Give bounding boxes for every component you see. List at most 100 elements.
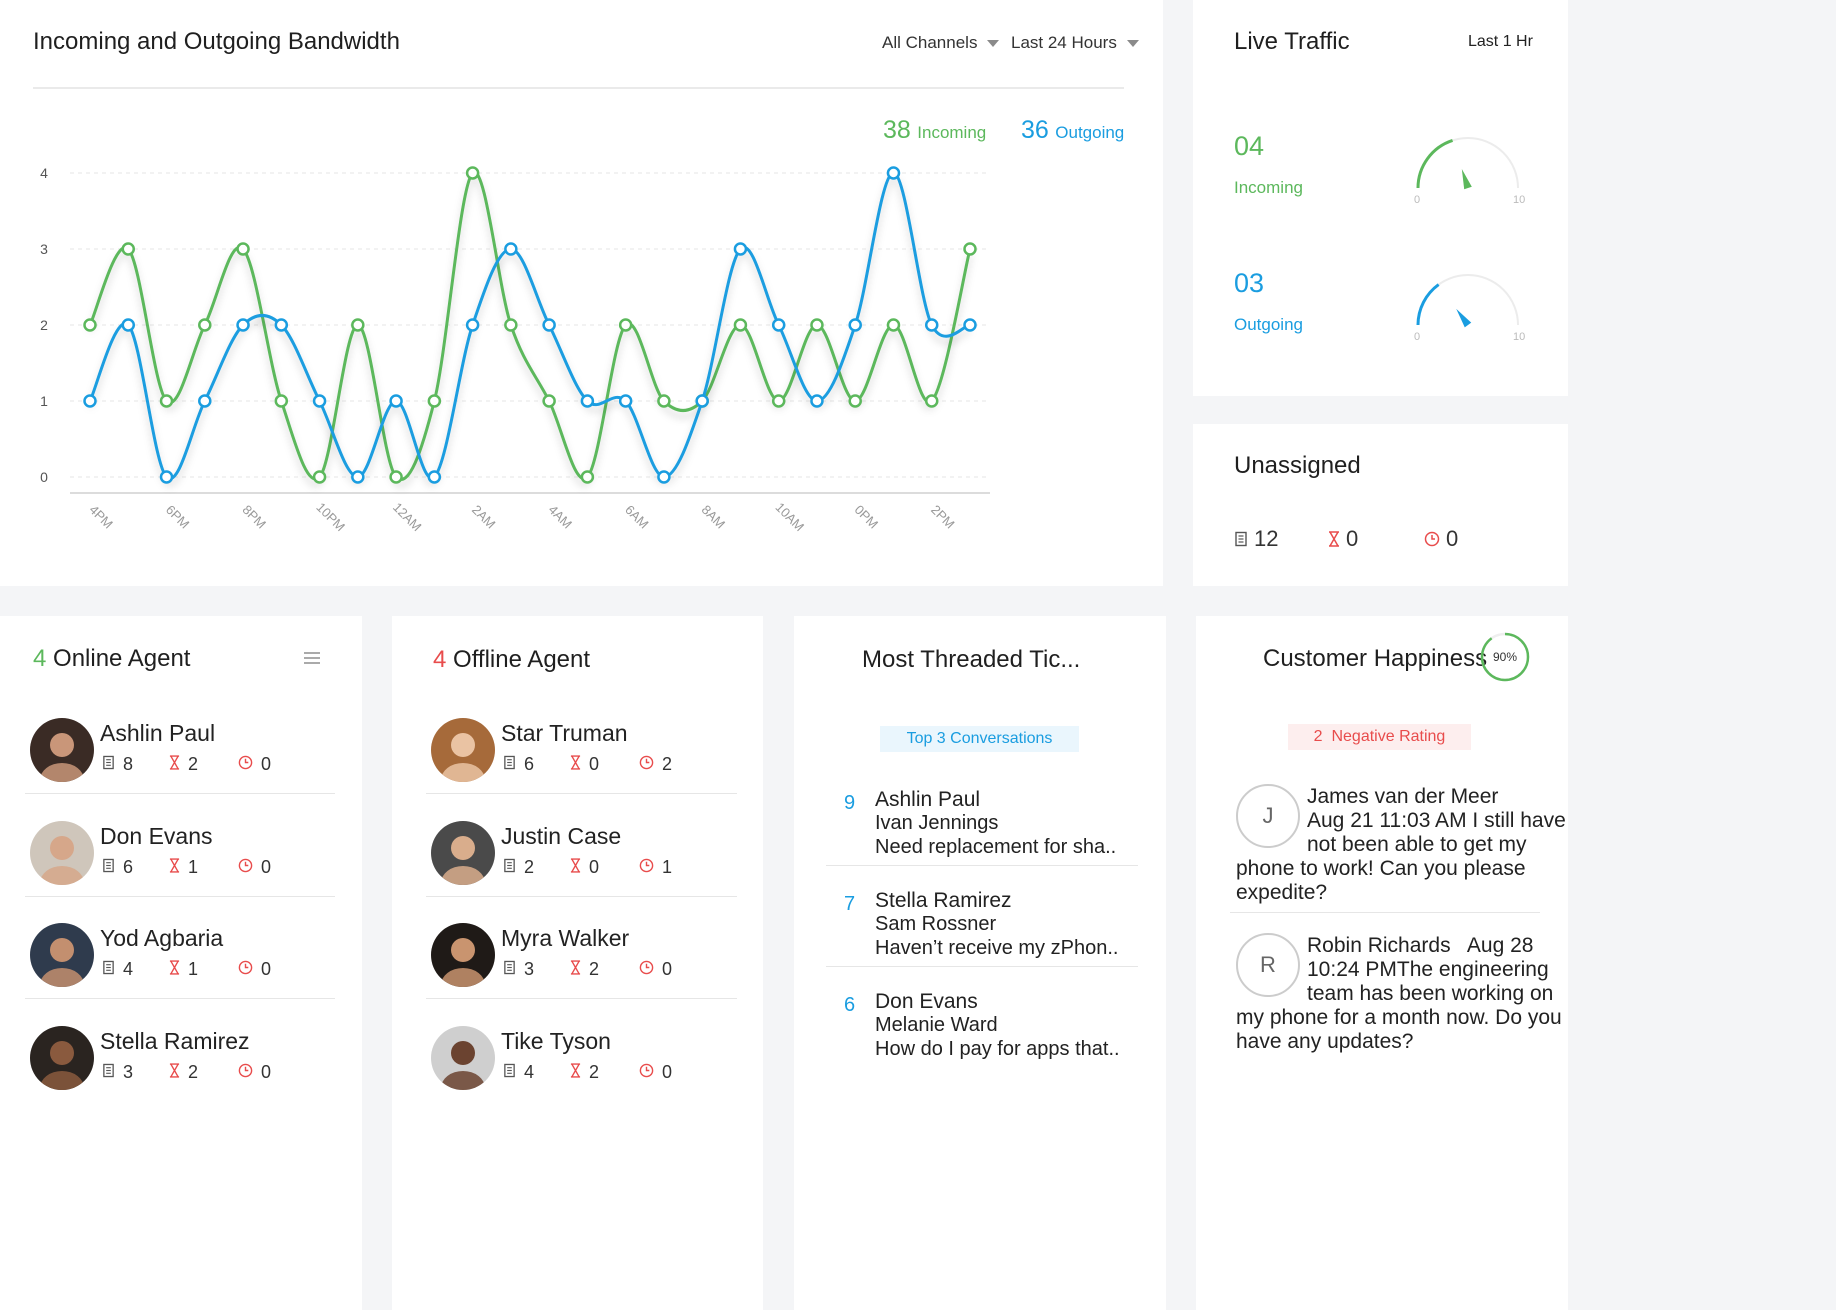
outgoing-data-point[interactable] [695,394,709,408]
unassigned-overdue[interactable]: 0 [1424,526,1458,552]
agent-tickets[interactable]: 2 [503,857,534,878]
agent-row[interactable]: Tike Tyson 4 2 0 [392,1014,763,1134]
unassigned-pending[interactable]: 0 [1328,526,1358,552]
agent-tickets[interactable]: 6 [503,754,534,775]
outgoing-data-point[interactable] [810,394,824,408]
incoming-data-point[interactable] [427,394,442,408]
agent-overdue[interactable]: 2 [639,754,672,775]
incoming-data-point[interactable] [810,318,824,332]
outgoing-data-point[interactable] [389,394,403,408]
incoming-data-point[interactable] [198,318,212,332]
outgoing-data-point[interactable] [886,166,901,180]
agent-tickets[interactable]: 4 [503,1062,534,1083]
incoming-data-point[interactable] [963,242,977,256]
rating-item[interactable]: R Robin Richards Aug 28 10:24 PMThe engi… [1196,933,1568,1073]
time-filter-dropdown[interactable]: Last 24 Hours [1011,33,1139,53]
outgoing-data-point[interactable] [83,394,97,408]
threaded-tickets-card: Most Threaded Tic... Top 3 Conversations… [794,616,1166,1310]
time-filter-label: Last 24 Hours [1011,33,1117,52]
incoming-data-point[interactable] [236,242,250,256]
hourglass-icon [1329,531,1339,547]
incoming-data-point[interactable] [886,318,901,332]
outgoing-data-point[interactable] [963,318,977,332]
unassigned-tickets[interactable]: 12 [1234,526,1278,552]
agent-overdue[interactable]: 1 [639,857,672,878]
clock-icon [639,857,654,878]
agent-tickets[interactable]: 6 [102,857,133,878]
incoming-data-point[interactable] [504,318,518,332]
negative-rating-badge[interactable]: 2 Negative Rating [1288,724,1471,750]
incoming-data-point[interactable] [83,318,97,332]
agent-row[interactable]: Stella Ramirez 3 2 0 [0,1014,362,1134]
outgoing-data-point[interactable] [733,242,748,256]
incoming-data-point[interactable] [924,394,939,408]
agent-overdue[interactable]: 0 [238,1062,271,1083]
outgoing-data-point[interactable] [848,318,862,332]
agent-row[interactable]: Ashlin Paul 8 2 0 [0,706,362,826]
agent-overdue[interactable]: 0 [639,959,672,980]
thread-agent: Ashlin Paul [875,788,981,811]
incoming-data-point[interactable] [159,394,174,408]
agent-overdue[interactable]: 0 [238,754,271,775]
outgoing-data-point[interactable] [657,470,671,484]
ticket-icon [503,959,516,980]
agent-tickets-count: 3 [123,1061,134,1082]
outgoing-data-point[interactable] [580,394,595,408]
agent-pending[interactable]: 2 [570,959,599,980]
incoming-data-point[interactable] [733,318,748,332]
outgoing-data-point[interactable] [924,318,939,332]
agent-overdue[interactable]: 0 [238,857,271,878]
incoming-data-point[interactable] [848,394,862,408]
offline-agent-count: 4 [433,646,447,673]
outgoing-data-point[interactable] [198,394,212,408]
incoming-data-point[interactable] [771,394,786,408]
channel-filter-dropdown[interactable]: All Channels [882,33,1000,53]
outgoing-data-point[interactable] [274,318,289,332]
incoming-data-point[interactable] [121,242,136,256]
agent-row[interactable]: Yod Agbaria 4 1 0 [0,911,362,1031]
outgoing-data-point[interactable] [504,242,518,256]
agent-pending[interactable]: 0 [570,857,599,878]
incoming-data-point[interactable] [580,470,595,484]
incoming-data-point[interactable] [542,394,556,408]
agent-pending[interactable]: 1 [169,959,198,980]
outgoing-data-point[interactable] [312,394,327,408]
agent-pending[interactable]: 2 [570,1062,599,1083]
outgoing-data-point[interactable] [236,318,250,332]
agent-row[interactable]: Myra Walker 3 2 0 [392,911,763,1031]
rating-item[interactable]: J James van der Meer Aug 21 11:03 AM I s… [1196,784,1568,924]
agent-row[interactable]: Justin Case 2 0 1 [392,809,763,929]
incoming-data-point[interactable] [465,166,480,180]
incoming-data-point[interactable] [274,394,289,408]
agent-overdue[interactable]: 0 [639,1062,672,1083]
agent-pending[interactable]: 2 [169,1062,198,1083]
agent-tickets[interactable]: 3 [503,959,534,980]
live-traffic-period[interactable]: Last 1 Hr [1468,33,1533,50]
agent-pending[interactable]: 0 [570,754,599,775]
agent-tickets[interactable]: 8 [102,754,133,775]
incoming-data-point[interactable] [389,470,403,484]
outgoing-data-point[interactable] [427,470,442,484]
agent-row[interactable]: Don Evans 6 1 0 [0,809,362,929]
outgoing-data-point[interactable] [351,470,365,484]
incoming-data-point[interactable] [312,470,327,484]
outgoing-data-point[interactable] [542,318,556,332]
incoming-data-point[interactable] [351,318,365,332]
outgoing-data-point[interactable] [159,470,174,484]
outgoing-data-point[interactable] [771,318,786,332]
incoming-data-point[interactable] [657,394,671,408]
agent-tickets[interactable]: 3 [102,1062,133,1083]
outgoing-data-point[interactable] [465,318,480,332]
agent-tickets[interactable]: 4 [102,959,133,980]
outgoing-data-point[interactable] [121,318,136,332]
incoming-data-point[interactable] [618,318,633,332]
agent-pending[interactable]: 1 [169,857,198,878]
x-tick-label: 8PM [239,502,269,532]
agent-row[interactable]: Star Truman 6 0 2 [392,706,763,826]
outgoing-live-label: Outgoing [1234,315,1303,334]
agent-pending[interactable]: 2 [169,754,198,775]
agent-overdue[interactable]: 0 [238,959,271,980]
menu-icon[interactable] [304,652,320,664]
outgoing-data-point[interactable] [618,394,633,408]
agent-name: Stella Ramirez [100,1027,250,1054]
